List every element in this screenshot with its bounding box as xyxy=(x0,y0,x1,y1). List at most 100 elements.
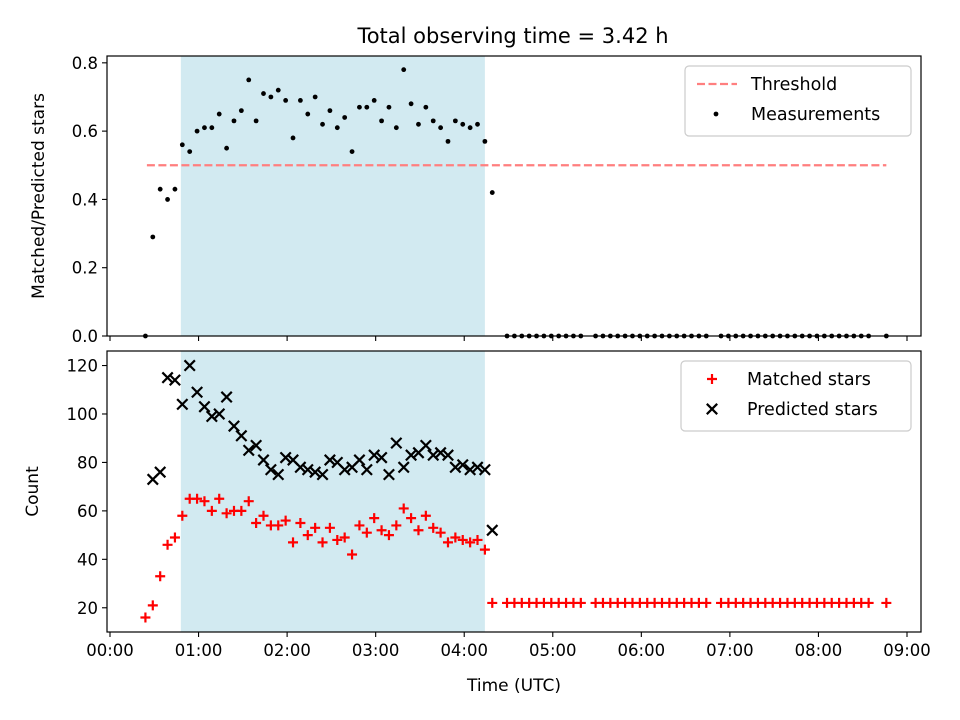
matched-stars-point xyxy=(465,537,476,548)
y-tick-label: 20 xyxy=(77,599,98,618)
matched-stars-point xyxy=(442,537,453,548)
x-tick-label: 05:00 xyxy=(529,641,577,660)
matched-stars-point xyxy=(398,503,409,514)
measurements-point xyxy=(401,67,407,73)
count-panel-frame xyxy=(106,350,922,633)
x-tick-label: 01:00 xyxy=(175,641,223,660)
count-panel-y-axis: 20 40 60 80 100 120 xyxy=(67,357,107,618)
predicted-stars-point xyxy=(397,461,410,474)
predicted-stars-point xyxy=(220,391,233,404)
ratio-panel: 0.00.20.40.60.8 Matched/Predicted stars … xyxy=(29,54,922,346)
predicted-stars-point xyxy=(161,371,174,384)
measurements-point xyxy=(327,108,333,114)
measurements-point xyxy=(408,101,414,107)
measurements-point xyxy=(246,77,252,83)
matched-stars-point xyxy=(863,597,874,608)
measurements-point xyxy=(194,128,200,134)
x-tick-label: 09:00 xyxy=(883,641,931,660)
measurements-point xyxy=(430,118,436,124)
matched-stars-point xyxy=(376,525,387,536)
matched-stars-point xyxy=(361,527,372,538)
legend-box xyxy=(680,360,912,432)
measurements-point xyxy=(238,108,244,114)
matched-stars-point xyxy=(420,510,431,521)
measurements-point xyxy=(172,186,178,192)
predicted-stars-point xyxy=(279,451,292,464)
predicted-stars-point xyxy=(405,449,418,462)
count-panel-observing-span xyxy=(180,351,485,632)
ratio-panel-observing-span xyxy=(180,56,485,336)
predicted-stars-point xyxy=(486,524,499,537)
chart-title: Total observing time = 3.42 h xyxy=(356,24,668,48)
matched-stars-point xyxy=(479,544,490,555)
predicted-stars-point xyxy=(309,466,322,479)
measurements-point xyxy=(209,125,215,131)
matched-stars-point xyxy=(354,520,365,531)
matched-stars-point xyxy=(236,505,247,516)
predicted-stars-point xyxy=(471,461,484,474)
matched-stars-point xyxy=(302,530,313,541)
matched-stars-point xyxy=(258,510,269,521)
count-panel-y-label: Count xyxy=(23,466,43,517)
measurements-point xyxy=(320,121,325,127)
matched-stars-point xyxy=(214,493,225,504)
legend-item-matched-stars: Matched stars xyxy=(707,370,871,390)
measurements-point xyxy=(452,118,458,124)
predicted-stars-point xyxy=(213,408,226,420)
legend-box xyxy=(684,65,912,137)
legend-item-threshold: Threshold xyxy=(697,75,837,95)
matched-stars-point xyxy=(457,534,468,545)
measurements-point xyxy=(179,142,185,148)
measurements-point xyxy=(423,104,429,110)
predicted-stars-point xyxy=(257,454,270,466)
legend-label: Predicted stars xyxy=(747,400,878,420)
measurements-point xyxy=(202,125,207,131)
ratio-panel-y-axis: 0.0 0.2 0.4 0.6 0.8 xyxy=(72,54,107,346)
matched-stars-point xyxy=(435,527,446,538)
measurements-point xyxy=(379,118,384,124)
matched-stars-point xyxy=(487,597,498,608)
y-tick-label: 0.4 xyxy=(72,190,98,209)
measurements-point xyxy=(364,104,370,110)
matched-stars-point xyxy=(199,496,210,507)
y-tick-label: 0.8 xyxy=(72,54,98,73)
predicted-stars-point xyxy=(382,468,395,481)
measurements-point xyxy=(283,97,289,103)
measurements-point xyxy=(460,121,466,127)
matched-stars-point xyxy=(192,493,203,504)
matched-stars-point xyxy=(140,612,151,623)
predicted-stars-point xyxy=(360,463,373,476)
measurements-point xyxy=(231,118,237,124)
predicted-stars-point xyxy=(442,449,454,462)
matched-stars-point xyxy=(310,522,321,533)
matched-stars-point xyxy=(317,537,328,548)
legend-swatch xyxy=(713,111,719,117)
matched-stars-point xyxy=(428,522,439,533)
matched-stars-point xyxy=(155,571,166,582)
predicted-stars-point xyxy=(316,468,329,481)
count-panel-x-axis: 00:00 01:00 02:00 03:00 04:00 05:00 06:00 07:00… xyxy=(86,632,931,660)
series-matched-stars xyxy=(140,493,892,623)
measurements-point xyxy=(253,118,259,124)
measurements-point xyxy=(357,104,362,110)
ratio-panel-x-axis xyxy=(109,336,908,341)
measurements-point xyxy=(290,135,296,141)
legend-label: Matched stars xyxy=(747,370,871,390)
matched-stars-point xyxy=(206,505,217,516)
matched-stars-point xyxy=(295,517,306,528)
count-panel-series xyxy=(140,359,892,623)
measurements-point xyxy=(393,125,399,131)
predicted-stars-point xyxy=(478,463,491,476)
x-tick-label: 06:00 xyxy=(618,641,666,660)
matched-stars-point xyxy=(251,517,262,528)
matched-stars-point xyxy=(406,513,417,524)
matched-stars-point xyxy=(273,520,284,531)
measurements-point xyxy=(438,125,444,131)
y-tick-label: 40 xyxy=(77,550,98,569)
predicted-stars-point xyxy=(368,449,381,462)
observing-span-rect xyxy=(180,56,485,336)
y-tick-label: 0.6 xyxy=(72,122,98,141)
matched-stars-point xyxy=(324,522,335,533)
measurements-point xyxy=(187,149,193,155)
